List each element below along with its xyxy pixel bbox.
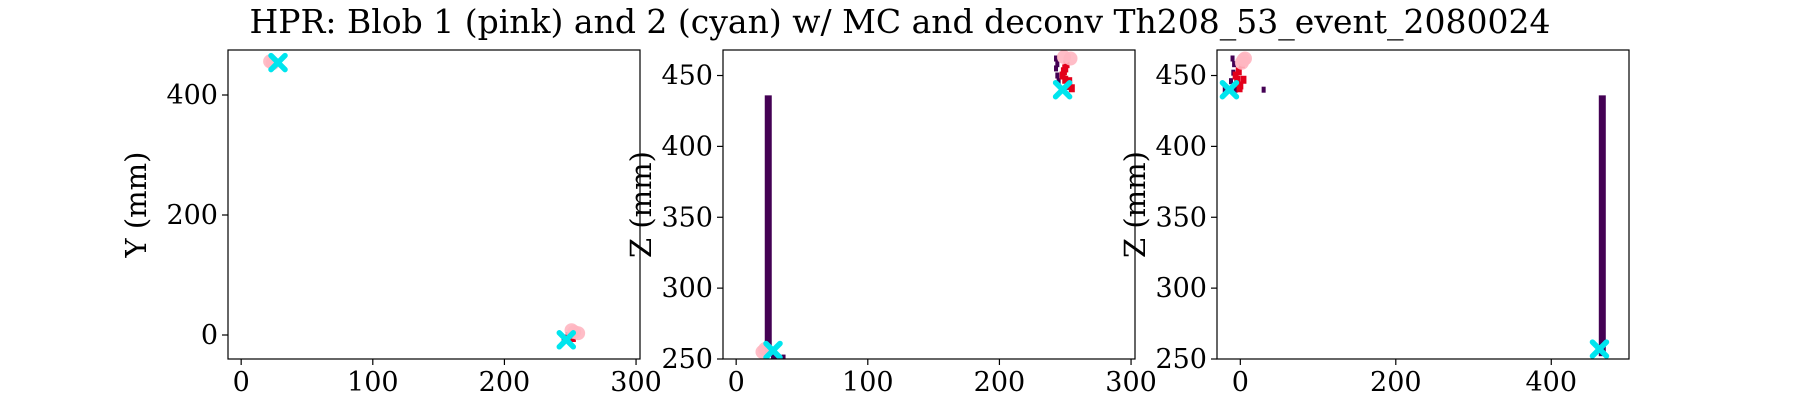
- x-tick-label: 100: [347, 367, 399, 398]
- track-point: [1228, 78, 1233, 85]
- track-point: [1056, 78, 1061, 85]
- y-axis-label: Y (mm): [119, 152, 153, 259]
- y-tick-label: 200: [166, 200, 218, 231]
- y-tick-label: 300: [661, 273, 713, 304]
- x-tick-label: 100: [842, 367, 894, 398]
- y-tick-label: 250: [1155, 344, 1207, 375]
- panel-2: 0 100 200 300 250 300 350 400 450 Z (mm): [624, 49, 1157, 398]
- blob2-marker: [268, 52, 288, 73]
- track-column-bar: [1598, 95, 1606, 357]
- track-point: [1261, 86, 1266, 93]
- y-axis-label: Z (mm): [624, 151, 658, 258]
- blob1-marker: [1056, 50, 1071, 65]
- mc-point: [1234, 75, 1241, 84]
- data-layer: [1219, 51, 1610, 359]
- y-tick-label: 250: [661, 344, 713, 375]
- x-tick-label: 400: [1525, 367, 1577, 398]
- track-point: [1054, 65, 1059, 72]
- track-column-bar: [764, 95, 772, 357]
- y-tick-label: 400: [661, 131, 713, 162]
- blob2-marker: [763, 340, 783, 359]
- x-tick-label: 200: [479, 367, 531, 398]
- x-tick-label: 200: [1370, 367, 1422, 398]
- track-point: [1055, 61, 1060, 68]
- track-point: [781, 354, 786, 359]
- mc-point: [1068, 84, 1075, 93]
- y-tick-label: 300: [1155, 273, 1207, 304]
- blob2-marker: [1589, 339, 1610, 359]
- panel-3: 0 200 400 250 300 350 400 450 Z (mm): [1118, 49, 1630, 398]
- y-tick-label: 350: [661, 202, 713, 233]
- data-layer: [263, 52, 586, 350]
- x-tick-label: 300: [610, 367, 662, 398]
- mc-point: [1059, 71, 1066, 80]
- track-point: [1233, 86, 1238, 93]
- x-tick-label: 0: [233, 367, 250, 398]
- y-tick-label: 450: [1155, 61, 1207, 92]
- mc-point: [1062, 75, 1069, 84]
- panel-1: 0 100 200 300 0 200 400 Y (mm): [119, 49, 662, 398]
- track-point: [771, 353, 776, 359]
- y-tick-label: 0: [201, 320, 218, 351]
- y-tick-label: 450: [661, 61, 713, 92]
- blob2-marker: [1052, 79, 1073, 100]
- x-tick-label: 200: [974, 367, 1026, 398]
- y-axis-label: Z (mm): [1118, 151, 1152, 258]
- blob2-marker: [556, 330, 577, 350]
- axes-frame: [722, 49, 1136, 360]
- mc-point: [1240, 75, 1247, 84]
- track-point: [1054, 55, 1059, 62]
- y-tick-label: 400: [166, 80, 218, 111]
- blob2-marker: [1219, 79, 1240, 100]
- track-point: [1230, 55, 1235, 62]
- mc-point: [1236, 84, 1243, 93]
- figure-title: HPR: Blob 1 (pink) and 2 (cyan) w/ MC an…: [249, 2, 1551, 41]
- y-tick-label: 400: [1155, 131, 1207, 162]
- track-point: [1232, 61, 1237, 68]
- x-tick-label: 300: [1105, 367, 1157, 398]
- track-point: [1222, 86, 1227, 93]
- mc-point: [1062, 64, 1069, 73]
- track-point: [1055, 72, 1060, 79]
- blob1-marker: [1234, 55, 1249, 70]
- y-tick-label: 350: [1155, 202, 1207, 233]
- x-tick-label: 0: [1232, 367, 1249, 398]
- x-tick-label: 0: [728, 367, 745, 398]
- mc-point: [1235, 67, 1242, 76]
- mc-point: [1232, 71, 1239, 80]
- data-layer: [755, 50, 1078, 359]
- axes-frame: [1216, 49, 1630, 360]
- axes-frame: [227, 49, 641, 360]
